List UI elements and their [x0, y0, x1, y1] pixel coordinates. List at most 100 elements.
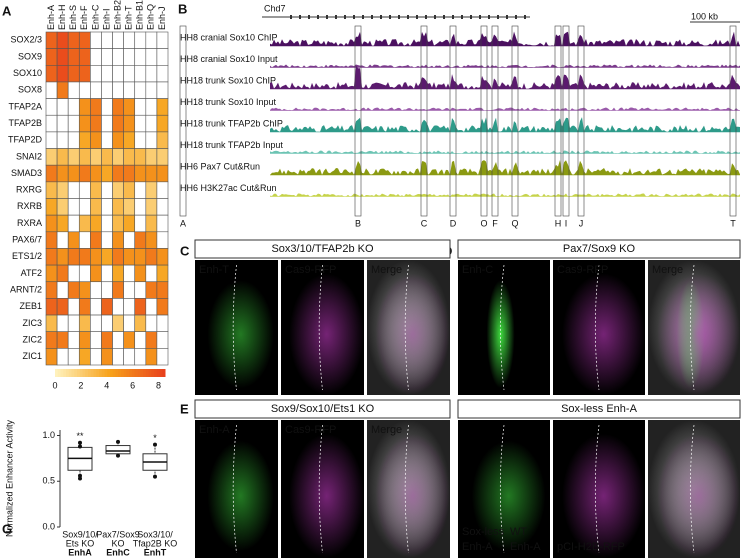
heat-cell — [156, 198, 169, 216]
heat-cell — [112, 148, 124, 166]
colorbar-step — [74, 369, 78, 377]
heat-cell — [123, 181, 136, 199]
heat-cell — [78, 281, 91, 299]
region-box — [554, 25, 562, 217]
heat-cell — [123, 314, 136, 332]
heat-cell — [134, 181, 147, 199]
heat-cell — [134, 331, 147, 349]
heat-cell — [67, 281, 80, 299]
heat-cell — [123, 164, 136, 183]
point — [153, 442, 157, 447]
heat-cell — [45, 81, 58, 99]
row-label: SNAI2 — [16, 151, 42, 161]
heat-cell — [156, 148, 169, 166]
heat-cell — [123, 31, 136, 49]
magenta-signal — [657, 433, 740, 558]
colorbar-step — [123, 369, 127, 377]
heat-cell — [90, 264, 102, 283]
heat-cell — [112, 131, 124, 149]
row-label: ZEB1 — [19, 301, 42, 311]
heat-cell — [134, 81, 147, 99]
heat-cell — [78, 314, 91, 332]
colorbar-step — [93, 369, 97, 377]
x-tick-label: Sox9/10/ — [62, 529, 98, 539]
channel-label: Enh-A — [199, 424, 230, 436]
heat-cell — [112, 48, 124, 66]
heat-cell — [67, 114, 80, 133]
heat-cell — [67, 214, 80, 233]
panel-title: Pax7/Sox9 KO — [563, 243, 636, 255]
heat-cell — [78, 264, 91, 283]
heat-cell — [90, 65, 102, 83]
column-label: Enh-B2 — [112, 0, 122, 30]
heat-cell — [101, 298, 113, 316]
track-label: HH18 trunk TFAP2b Input — [180, 140, 283, 150]
exon — [434, 15, 436, 19]
region-label: I — [565, 218, 568, 228]
heat-cell — [67, 65, 80, 83]
midline — [232, 424, 237, 554]
heat-cell — [145, 331, 158, 349]
heat-cell — [134, 98, 147, 116]
y-axis-label: Normalized Enhancer Activity — [4, 419, 14, 537]
box — [105, 445, 131, 455]
heat-cell — [134, 148, 147, 166]
x-tick-label: KO — [111, 538, 124, 548]
significance: ** — [76, 431, 84, 441]
heat-cell — [67, 148, 80, 166]
heat-cell — [45, 98, 58, 116]
heat-cell — [145, 98, 158, 116]
heat-cell — [56, 81, 69, 99]
track-signal — [270, 117, 740, 132]
heat-cell — [156, 214, 169, 233]
heat-cell — [112, 231, 124, 249]
region-label: J — [579, 218, 584, 228]
heat-cell — [90, 281, 102, 299]
heat-cell — [78, 164, 91, 183]
colorbar-step — [137, 369, 141, 377]
green-signal — [471, 440, 546, 552]
track-label: HH18 trunk Sox10 Input — [180, 97, 277, 107]
heat-cell — [112, 181, 124, 199]
heat-cell — [156, 98, 169, 116]
heat-cell — [145, 298, 158, 316]
exon — [335, 15, 337, 19]
panel-title: Sox3/10/TFAP2b KO — [271, 243, 374, 255]
colorbar-step — [154, 369, 158, 377]
heat-cell — [78, 198, 91, 216]
midline — [318, 264, 323, 391]
heat-cell — [134, 248, 147, 266]
enhancer-label: EnhA — [68, 547, 92, 557]
region-box — [511, 25, 519, 217]
colorbar-step — [99, 369, 103, 377]
heat-cell — [78, 331, 91, 349]
heat-cell — [112, 281, 124, 299]
heat-cell — [123, 298, 136, 316]
heat-cell — [45, 198, 58, 216]
heat-cell — [112, 65, 124, 83]
colorbar-step — [66, 369, 70, 377]
heat-cell — [56, 198, 69, 216]
colorbar-step — [121, 369, 125, 377]
heat-cell — [78, 298, 91, 316]
column-label: Enh-T — [124, 5, 134, 30]
heat-cell — [134, 31, 147, 49]
exon — [299, 15, 301, 19]
exon — [461, 15, 463, 19]
exon — [317, 15, 319, 19]
region-box — [420, 25, 428, 217]
track-signal — [270, 150, 740, 154]
column-label: Enh-S — [68, 5, 78, 30]
heat-cell — [45, 331, 58, 349]
column-label: Enh-C — [90, 4, 100, 30]
colorbar-step — [85, 369, 89, 377]
row-label: ATF2 — [21, 268, 42, 278]
channel-label: Merge — [371, 424, 402, 436]
heat-cell — [45, 264, 58, 283]
heat-cell — [56, 298, 69, 316]
heat-cell — [123, 148, 136, 166]
colorbar-step — [57, 369, 61, 377]
colorbar-step — [82, 369, 86, 377]
heat-cell — [156, 114, 169, 133]
colorbar-tick-label: 8 — [156, 380, 161, 390]
